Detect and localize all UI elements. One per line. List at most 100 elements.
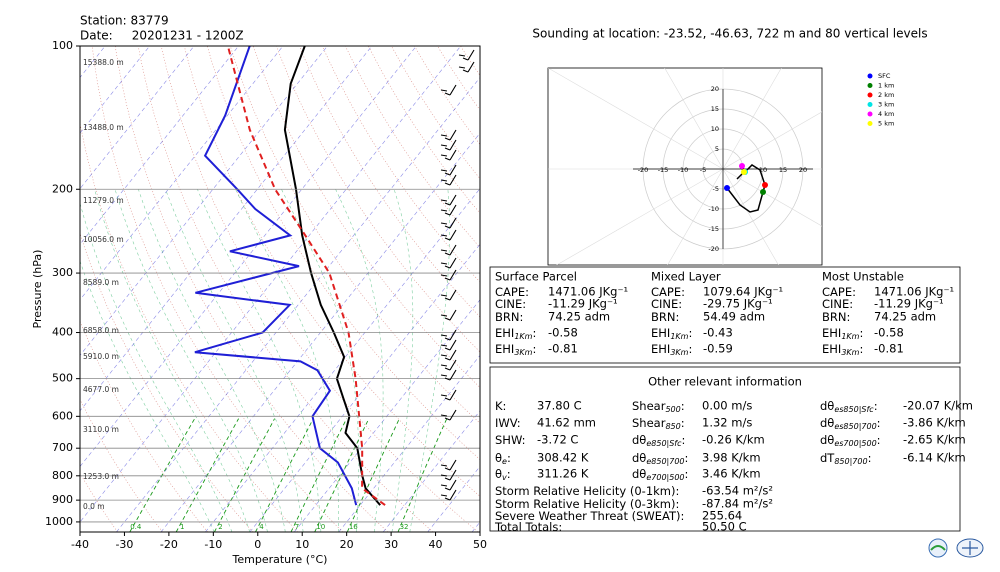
dry-adiabat	[276, 46, 480, 353]
hodograph-point	[739, 163, 745, 169]
label-part: :	[877, 433, 881, 447]
profile-line	[194, 46, 358, 506]
label-part: SHW:	[495, 433, 526, 447]
mixing-ratio-line	[397, 418, 448, 532]
param-value: -87.84 m²/s²	[702, 497, 773, 511]
param-label: CINE:	[651, 297, 682, 311]
mixing-ratio-line	[346, 418, 400, 532]
label-part: e700|500	[646, 473, 684, 482]
label-part: :	[685, 451, 689, 465]
wind-barb	[440, 389, 457, 401]
label-part: CAPE:	[651, 285, 685, 299]
y-tick-label: 700	[52, 441, 73, 454]
legend-label: 3 km	[878, 101, 894, 109]
param-label: dθes700|500:	[820, 433, 881, 448]
y-tick-label: 500	[52, 372, 73, 385]
x-axis-label: Temperature (°C)	[232, 553, 328, 566]
wind-barb	[440, 164, 457, 176]
param-label: Storm Relative Helicity (0-3km):	[495, 497, 679, 511]
wind-barb	[440, 257, 457, 269]
wind-barb	[440, 139, 457, 151]
legend-label: 2 km	[878, 91, 894, 99]
legend-marker	[867, 73, 873, 79]
param-value: 1471.06 JKg⁻¹	[874, 285, 954, 299]
label-part: 1Km	[841, 332, 859, 341]
label-part: :	[532, 326, 536, 340]
mixing-ratio-label: 0.4	[130, 523, 142, 531]
param-label: EHI3Km:	[822, 342, 863, 357]
wind-barb	[440, 369, 457, 381]
param-value: -3.72 C	[537, 433, 578, 447]
label-part: v	[502, 473, 507, 482]
param-value: 1.32 m/s	[702, 416, 752, 430]
wind-barb	[440, 129, 457, 141]
label-part: 850|700	[834, 457, 867, 466]
dry-adiabat	[207, 46, 480, 460]
moist-adiabat	[197, 189, 322, 532]
label-part: :	[681, 399, 685, 413]
label-part: :	[874, 399, 878, 413]
height-label: 5910.0 m	[83, 352, 119, 361]
param-label: K:	[495, 399, 506, 413]
label-part: dθ	[820, 416, 834, 430]
dry-adiabat	[299, 46, 480, 318]
logo	[962, 541, 978, 555]
param-label: CAPE:	[822, 285, 856, 299]
param-value: -63.54 m²/s²	[702, 484, 773, 498]
label-part: :	[685, 467, 689, 481]
label-part: BRN:	[651, 310, 679, 324]
mixing-ratio-label: 7	[295, 523, 299, 531]
x-tick-label: 30	[384, 538, 398, 551]
hodograph-spoke	[722, 168, 822, 227]
height-label: 15388.0 m	[83, 58, 124, 67]
mixing-ratio-label: 1	[180, 523, 184, 531]
wind-barb	[440, 244, 457, 256]
param-value: 3.98 K/km	[702, 451, 761, 465]
label-part: Severe Weather Threat (SWEAT):	[495, 509, 684, 523]
label-part: 500	[665, 405, 680, 414]
param-label: dθe850|Sfc:	[632, 433, 685, 448]
mixing-ratio-line	[255, 418, 314, 532]
label-part: es850|700	[834, 422, 876, 431]
label-part: EHI	[822, 326, 841, 340]
legend-marker	[867, 121, 873, 126]
param-value: 41.62 mm	[537, 416, 596, 430]
hodograph-point	[762, 182, 768, 188]
param-label: EHI1Km:	[651, 326, 692, 341]
param-value: 3.46 K/km	[702, 467, 761, 481]
label-part: :	[688, 342, 692, 356]
moist-adiabat	[391, 189, 414, 532]
skewt-frame	[79, 45, 481, 533]
y-tick-label: 600	[52, 409, 73, 422]
param-value: -0.43	[703, 326, 733, 340]
legend-marker	[867, 111, 873, 117]
wind-barb	[440, 84, 457, 96]
hodograph-spoke	[722, 111, 822, 170]
param-label: EHI3Km:	[495, 342, 536, 357]
wind-barb	[440, 204, 457, 216]
label-part: dθ	[820, 399, 834, 413]
label-part: K:	[495, 399, 506, 413]
dry-adiabat	[160, 46, 479, 532]
hodograph-x-label: -10	[678, 166, 689, 174]
hodograph-plot	[548, 68, 822, 265]
y-axis-label: Pressure (hPa)	[31, 250, 44, 329]
moist-adiabat	[138, 189, 286, 532]
param-label: EHI1Km:	[822, 326, 863, 341]
param-value: -0.58	[548, 326, 578, 340]
label-part: :	[681, 416, 685, 430]
param-value: -3.86 K/km	[903, 416, 966, 430]
label-part: es700|500	[834, 439, 876, 448]
param-label: CAPE:	[495, 285, 529, 299]
mixing-ratio-line	[290, 418, 348, 532]
hodograph-spoke	[722, 168, 779, 265]
param-value: 308.42 K	[537, 451, 589, 465]
station: Station: 83779	[80, 14, 169, 28]
param-label: Storm Relative Helicity (0-1km):	[495, 484, 679, 498]
moist-adiabat	[94, 189, 251, 532]
param-value: 74.25 adm	[874, 310, 936, 324]
label-part: 850	[665, 422, 680, 431]
label-part: CAPE:	[495, 285, 529, 299]
x-tick-label: 10	[295, 538, 309, 551]
legend-label: 5 km	[878, 120, 894, 128]
